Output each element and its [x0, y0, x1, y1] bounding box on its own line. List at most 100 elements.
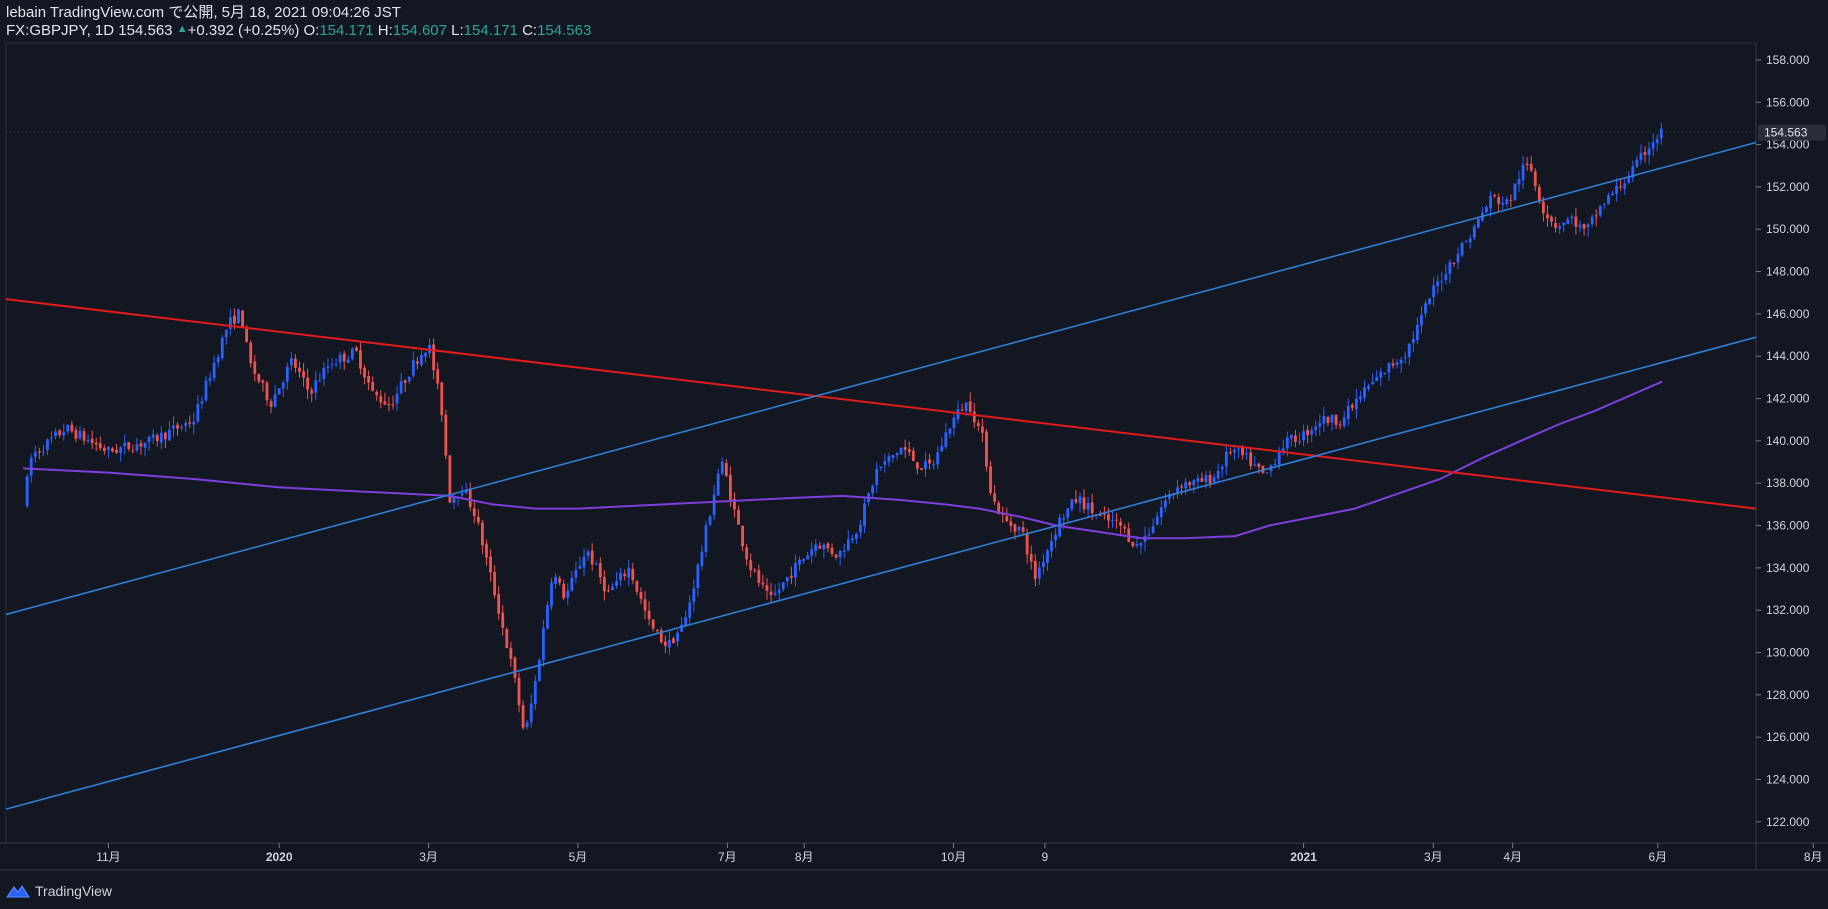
candle-up [196, 404, 200, 422]
candle-down [371, 382, 375, 391]
candle-up [850, 538, 854, 541]
time-axis: 11月 2020 3月 5月 7月 8月 10月 9 2021 3月 4月 6月 8月 [96, 843, 1823, 864]
candle-down [1098, 515, 1102, 517]
candle-up [1403, 357, 1407, 359]
candle-down [139, 443, 143, 447]
candle-down [70, 424, 74, 432]
candle-up [1448, 262, 1452, 274]
candle-up [143, 442, 147, 448]
candle-down [1131, 541, 1135, 547]
symbol-label[interactable]: FX:GBPJPY, 1D [6, 22, 115, 39]
candle-down [355, 347, 358, 351]
candle-up [883, 461, 887, 465]
candle-up [25, 476, 29, 506]
candle-up [1424, 303, 1427, 314]
candle-down [1257, 463, 1261, 467]
candle-up [62, 432, 66, 436]
candle-down [753, 569, 757, 571]
candle-up [168, 429, 171, 441]
tradingview-logo-icon [6, 885, 30, 898]
footer-brand[interactable]: TradingView [6, 880, 112, 902]
candle-up [1415, 324, 1419, 341]
candle-up [1627, 177, 1631, 183]
candle-up [806, 555, 810, 560]
candle-down [249, 342, 253, 364]
candle-down [294, 358, 297, 368]
red-resistance-line [5, 298, 1757, 510]
candle-up [1501, 202, 1505, 205]
candle-down [342, 353, 346, 362]
candle-up [334, 363, 338, 365]
candle-up [1521, 164, 1525, 181]
candle-up [1139, 542, 1143, 546]
candle-up [1570, 216, 1574, 219]
candle-down [558, 578, 562, 583]
candle-down [489, 556, 492, 573]
candle-up [147, 436, 151, 443]
candle-up [1598, 205, 1602, 216]
candle-up [1233, 449, 1236, 453]
candle-up [1192, 480, 1196, 486]
candle-down [915, 462, 919, 469]
candle-down [448, 455, 452, 503]
candle-up [1310, 430, 1314, 435]
candle-up [1086, 502, 1090, 510]
candle-down [493, 571, 497, 596]
candle-up [1184, 482, 1188, 489]
candle-down [298, 367, 301, 372]
candle-up [41, 451, 45, 453]
candle-up [464, 490, 468, 494]
candle-up [1216, 470, 1220, 479]
price-tick-label: 144.000 [1766, 349, 1810, 363]
candle-down [485, 544, 488, 558]
candle-down [265, 382, 269, 401]
candle-down [1643, 151, 1647, 155]
candle-down [1574, 216, 1578, 227]
candle-up [1472, 226, 1476, 238]
candle-up [1659, 128, 1663, 139]
candle-up [184, 423, 188, 426]
candle-down [989, 466, 992, 493]
candle-down [102, 447, 106, 451]
candle-down [241, 310, 244, 328]
candle-down [1090, 502, 1094, 514]
price-tick-label: 124.000 [1766, 773, 1810, 787]
candle-down [769, 591, 773, 595]
candle-up [1196, 478, 1200, 482]
candle-up [86, 440, 90, 442]
candle-up [1330, 414, 1334, 423]
candle-down [976, 423, 980, 427]
candle-down [363, 367, 366, 378]
candle-up [1037, 567, 1041, 579]
candle-down [306, 377, 310, 390]
candle-up [842, 550, 846, 552]
candle-up [777, 589, 781, 594]
candle-up [1562, 222, 1566, 226]
candle-up [1371, 381, 1375, 385]
candle-up [924, 460, 927, 470]
candle-down [1005, 516, 1009, 522]
candle-up [716, 473, 720, 496]
candle-down [1294, 435, 1297, 442]
high-value: 154.607 [392, 22, 447, 39]
candle-up [208, 378, 212, 381]
candle-down [607, 590, 610, 592]
candle-up [1647, 148, 1651, 156]
candle-down [1533, 171, 1537, 187]
candle-down [517, 677, 521, 706]
candle-down [1594, 215, 1598, 217]
candle-down [188, 422, 192, 424]
candle-up [712, 494, 716, 516]
time-tick-label: 11月 [96, 850, 120, 864]
candle-up [1078, 496, 1082, 504]
candle-up [192, 421, 196, 425]
candles [25, 122, 1663, 731]
candle-down [379, 396, 383, 403]
candle-up [822, 544, 826, 550]
candle-up [700, 551, 704, 566]
candle-up [1615, 185, 1618, 194]
candle-up [224, 329, 228, 338]
candle-up [135, 444, 139, 451]
candle-down [1261, 465, 1265, 473]
